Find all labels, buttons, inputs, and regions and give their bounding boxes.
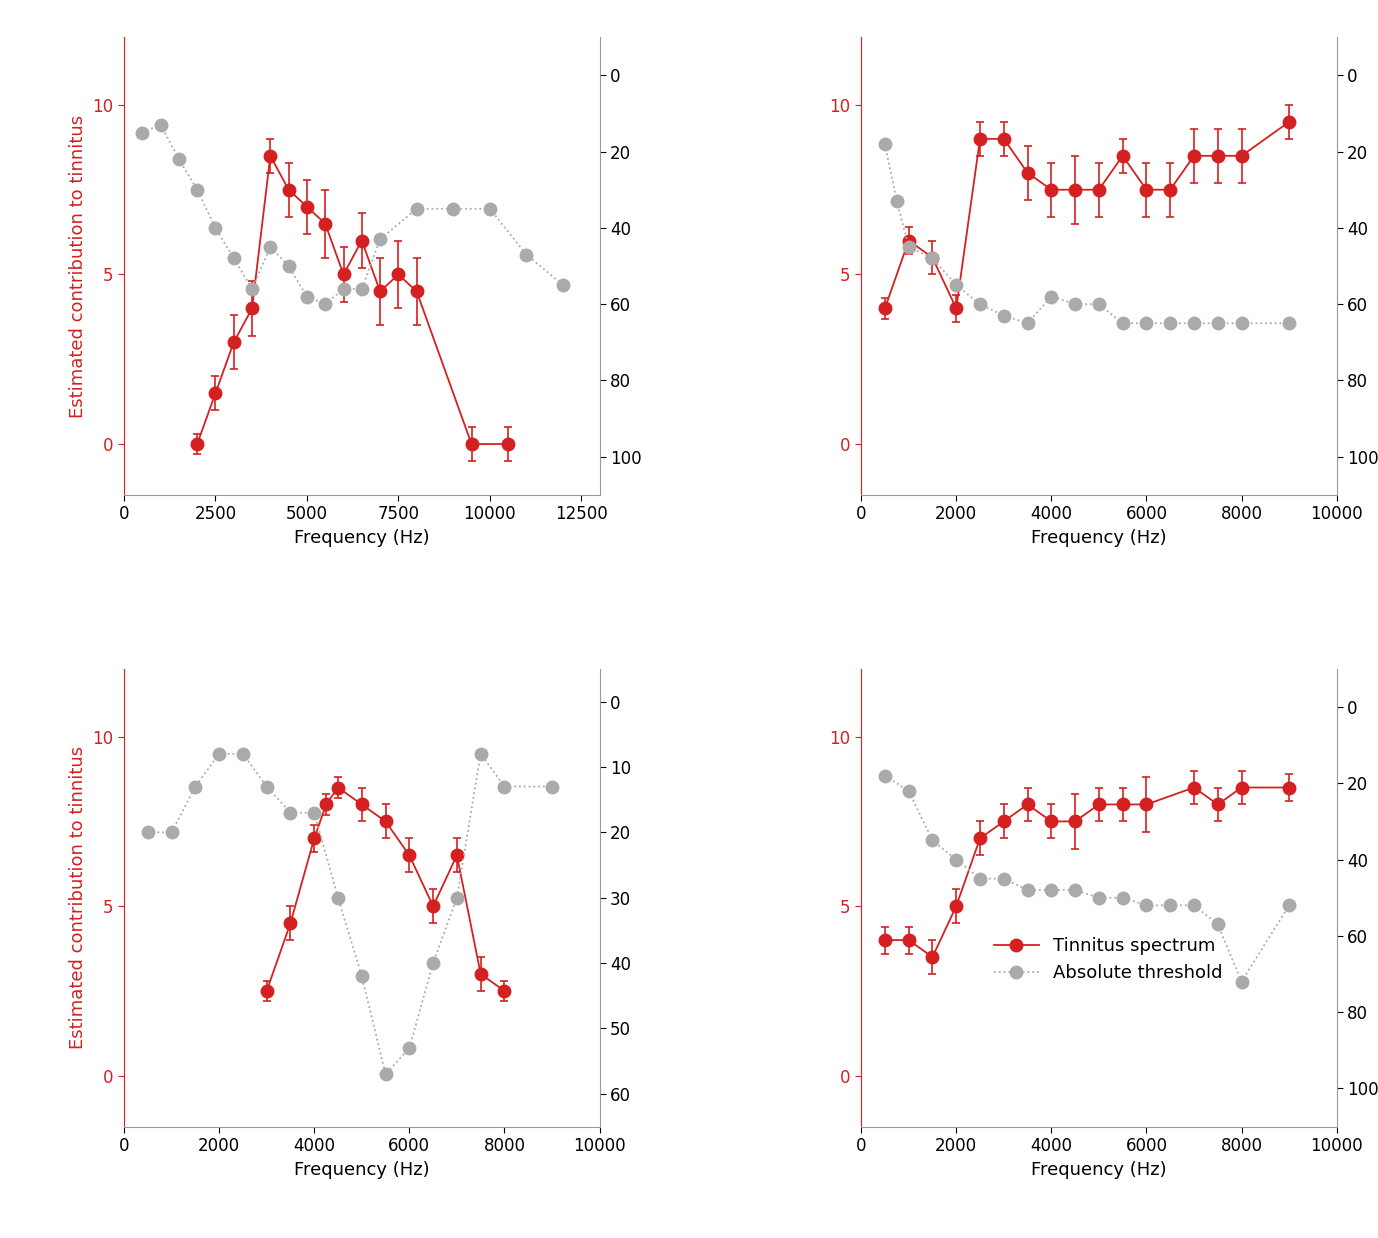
X-axis label: Frequency (Hz): Frequency (Hz) bbox=[294, 1160, 430, 1179]
X-axis label: Frequency (Hz): Frequency (Hz) bbox=[1031, 529, 1167, 547]
Y-axis label: Estimated contribution to tinnitus: Estimated contribution to tinnitus bbox=[69, 747, 87, 1050]
Y-axis label: Estimated contribution to tinnitus: Estimated contribution to tinnitus bbox=[69, 114, 87, 417]
X-axis label: Frequency (Hz): Frequency (Hz) bbox=[1031, 1160, 1167, 1179]
Legend: Tinnitus spectrum, Absolute threshold: Tinnitus spectrum, Absolute threshold bbox=[987, 930, 1231, 989]
X-axis label: Frequency (Hz): Frequency (Hz) bbox=[294, 529, 430, 547]
